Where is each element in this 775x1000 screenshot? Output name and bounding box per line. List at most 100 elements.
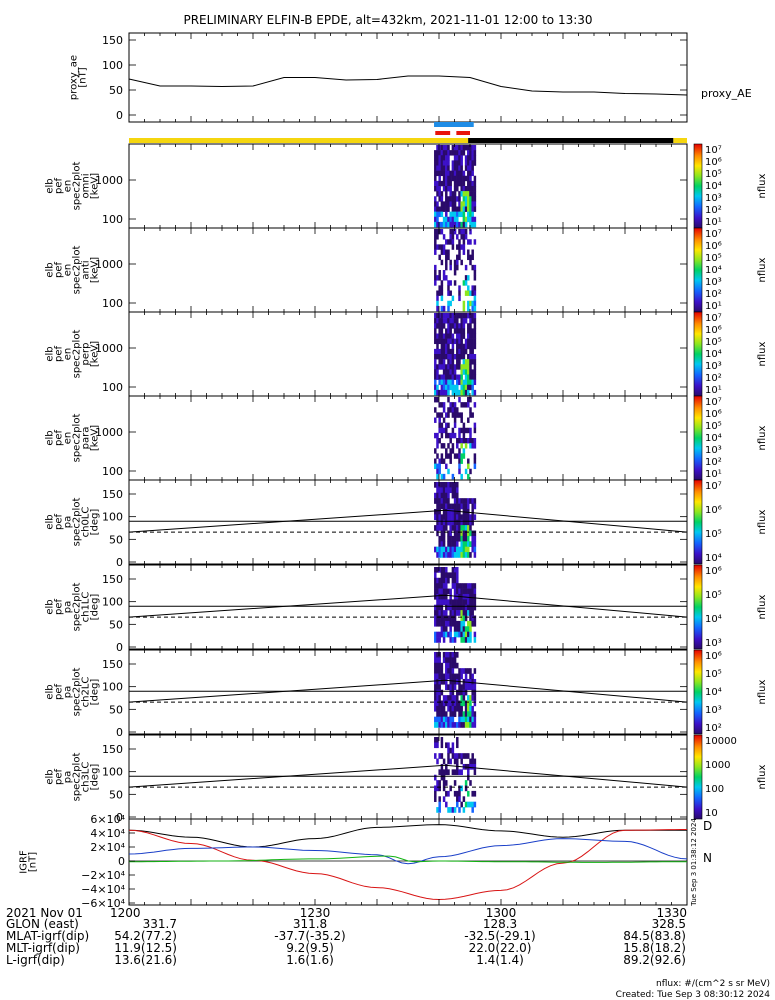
elb-pef-pa-spec2plot-ch2LC-spec-cell bbox=[447, 652, 450, 658]
elb-pef-en-spec2plot-anti-spec-cell bbox=[434, 270, 437, 276]
igrf-ytick-label: 0 bbox=[118, 855, 125, 868]
elb-pef-pa-spec2plot-ch0LC-spec-cell bbox=[460, 503, 463, 510]
elb-pef-pa-spec2plot-ch2LC-spec-cell bbox=[471, 722, 474, 728]
elb-pef-en-spec2plot-omni-spec-cell bbox=[442, 160, 446, 166]
elb-pef-pa-spec2plot-ch1LC-spec-cell bbox=[469, 620, 472, 627]
elb-pef-en-spec2plot-perp-spec-cell bbox=[434, 374, 437, 380]
elb-pef-en-spec2plot-para-spec-cell bbox=[453, 402, 457, 408]
elb-pef-en-spec2plot-omni-colorbar-tick: 10⁷ bbox=[705, 145, 722, 156]
elb-pef-en-spec2plot-perp-spec-cell bbox=[451, 348, 455, 355]
elb-pef-pa-spec2plot-ch1LC-frame bbox=[128, 564, 688, 650]
elb-pef-pa-spec2plot-ch3LC-colorbar bbox=[693, 734, 703, 820]
elb-pef-en-spec2plot-para-spec-cell bbox=[453, 412, 457, 418]
elb-pef-pa-spec2plot-ch2LC-spec-cell bbox=[460, 689, 463, 696]
elb-pef-pa-spec2plot-ch1LC-spec-cell bbox=[451, 583, 455, 589]
elb-pef-en-spec2plot-omni-spec-cell bbox=[447, 145, 450, 151]
elb-pef-pa-spec2plot-ch0LC-spec-cell bbox=[449, 535, 452, 542]
elb-pef-pa-spec2plot-ch1LC-spec-cell bbox=[445, 626, 448, 632]
elb-pef-en-spec2plot-perp-spec-cell bbox=[442, 359, 446, 365]
elb-pef-pa-spec2plot-ch0LC-spec-cell bbox=[464, 535, 468, 542]
elb-pef-pa-spec2plot-ch1LC-spec-cell bbox=[434, 615, 437, 622]
elb-pef-en-spec2plot-omni-spec-cell bbox=[467, 186, 470, 192]
proxy-ae-ytick-label: 150 bbox=[102, 34, 123, 47]
elb-pef-pa-spec2plot-ch0LC-colorbar-tick: 10⁷ bbox=[705, 481, 722, 492]
elb-pef-en-spec2plot-perp-spec-cell bbox=[467, 328, 470, 334]
elb-pef-en-spec2plot-perp-spec-cell bbox=[436, 333, 439, 339]
elb-pef-pa-spec2plot-ch1LC-spec-cell bbox=[469, 626, 472, 632]
elb-pef-en-spec2plot-para-colorbar-tick: 10⁴ bbox=[705, 433, 722, 444]
elb-pef-pa-spec2plot-ch1LC-spec-cell bbox=[440, 593, 444, 600]
elb-pef-en-spec2plot-omni-spec-cell bbox=[467, 201, 470, 207]
elb-pef-pa-spec2plot-ch0LC-spec-cell bbox=[438, 503, 441, 510]
elb-pef-en-spec2plot-perp-spec-cell bbox=[456, 389, 459, 396]
elb-pef-en-spec2plot-perp-spec-cell bbox=[442, 313, 446, 319]
elb-pef-pa-spec2plot-ch1LC-spec-cell bbox=[460, 637, 463, 643]
elb-pef-pa-spec2plot-ch3LC-spec-cell bbox=[453, 753, 457, 759]
elb-pef-pa-spec2plot-ch2LC-spec-cell bbox=[453, 657, 457, 664]
elb-pef-pa-spec2plot-ch2LC-spec-cell bbox=[469, 700, 472, 707]
elb-pef-en-spec2plot-omni-spec-cell bbox=[462, 206, 466, 212]
elb-pef-en-spec2plot-anti-spec-cell bbox=[458, 290, 461, 296]
elb-pef-en-spec2plot-perp-spec-cell bbox=[473, 338, 477, 345]
elb-pef-pa-spec2plot-ch2LC-spec-cell bbox=[434, 662, 437, 669]
elb-pef-en-spec2plot-omni-spec-cell bbox=[469, 206, 472, 212]
elb-pef-pa-spec2plot-ch3LC-spec-cell bbox=[467, 801, 470, 808]
elb-pef-pa-spec2plot-ch0LC-spec-cell bbox=[434, 508, 437, 515]
elb-pef-en-spec2plot-omni-spec-cell bbox=[467, 180, 470, 187]
elb-pef-pa-spec2plot-ch2LC-spec-cell bbox=[438, 711, 441, 717]
elb-pef-pa-spec2plot-ch0LC-spec-cell bbox=[467, 525, 470, 531]
elb-pef-en-spec2plot-omni-spec-cell bbox=[438, 170, 441, 177]
elb-pef-pa-spec2plot-ch2LC-spec-cell bbox=[460, 722, 463, 728]
elb-pef-en-spec2plot-para-spec-cell bbox=[469, 407, 472, 413]
elb-pef-pa-spec2plot-ch1LC-spec-cell bbox=[445, 610, 448, 616]
elb-pef-en-spec2plot-perp-spec-cell bbox=[438, 364, 441, 370]
elb-pef-en-spec2plot-perp-spec-cell bbox=[447, 369, 450, 375]
elb-pef-en-spec2plot-perp-spec-cell bbox=[445, 343, 448, 350]
elb-pef-pa-spec2plot-ch1LC-spec-cell bbox=[447, 599, 450, 606]
elb-pef-en-spec2plot-perp-spec-cell bbox=[442, 348, 446, 355]
elb-pef-pa-spec2plot-ch0LC-spec-cell bbox=[440, 552, 444, 558]
elb-pef-en-spec2plot-perp-spec-cell bbox=[462, 354, 466, 360]
elb-pef-pa-spec2plot-ch2LC-spec-cell bbox=[462, 689, 466, 696]
elb-pef-pa-spec2plot-ch1LC-spec-cell bbox=[447, 604, 450, 611]
elb-pef-en-spec2plot-omni-spec-cell bbox=[434, 186, 437, 192]
elb-pef-en-spec2plot-perp-spec-cell bbox=[453, 328, 457, 334]
elb-pef-en-spec2plot-perp-ylabel-line: perp bbox=[81, 343, 92, 366]
elb-pef-en-spec2plot-para-spec-cell bbox=[436, 473, 439, 480]
elb-pef-pa-spec2plot-ch2LC-spec-cell bbox=[445, 678, 448, 685]
elb-pef-en-spec2plot-omni-spec-cell bbox=[440, 155, 444, 161]
elb-pef-pa-spec2plot-ch1LC-colorbar bbox=[693, 564, 703, 650]
elb-pef-pa-spec2plot-ch0LC-spec-cell bbox=[436, 508, 439, 515]
elb-pef-en-spec2plot-omni-spec-cell bbox=[471, 191, 474, 197]
elb-pef-en-spec2plot-para-spec-cell bbox=[436, 453, 439, 459]
elb-pef-en-spec2plot-omni-spec-cell bbox=[447, 150, 450, 156]
elb-pef-en-spec2plot-perp-spec-cell bbox=[460, 348, 463, 355]
elb-pef-en-spec2plot-omni-spec-cell bbox=[471, 186, 474, 192]
elb-pef-en-spec2plot-perp-spec-cell bbox=[449, 328, 452, 334]
elb-pef-en-spec2plot-perp-spec-cell bbox=[445, 333, 448, 339]
elb-pef-pa-spec2plot-ch3LC-spec-cell bbox=[467, 790, 470, 797]
elb-pef-pa-spec2plot-ch0LC-spec-cell bbox=[456, 552, 459, 558]
elb-pef-en-spec2plot-perp-spec-cell bbox=[464, 379, 468, 386]
elb-pef-en-spec2plot-omni-spec-cell bbox=[449, 150, 452, 156]
igrf-series-blue bbox=[128, 838, 688, 865]
elb-pef-pa-spec2plot-ch0LC-spec-cell bbox=[449, 525, 452, 531]
elb-pef-pa-spec2plot-ch3LC-spec-cell bbox=[442, 785, 446, 792]
elb-pef-en-spec2plot-omni-spec-cell bbox=[449, 180, 452, 187]
elb-pef-pa-spec2plot-ch0LC-spec-cell bbox=[462, 503, 466, 510]
elb-pef-en-spec2plot-perp-spec-cell bbox=[473, 374, 477, 380]
elb-pef-en-spec2plot-omni-spec-cell bbox=[456, 165, 459, 171]
elb-pef-en-spec2plot-omni-spec-cell bbox=[456, 206, 459, 212]
proxy-ae-ylabel-line: proxy_ae bbox=[69, 55, 80, 100]
elb-pef-pa-spec2plot-ch0LC-colorbar-label-wrap: nflux bbox=[757, 509, 768, 534]
elb-pef-pa-spec2plot-ch3LC-spec-cell bbox=[471, 763, 474, 770]
elb-pef-en-spec2plot-omni-spec-cell bbox=[458, 150, 461, 156]
elb-pef-pa-spec2plot-ch0LC-spec-cell bbox=[460, 546, 463, 553]
elb-pef-en-spec2plot-perp-spec-cell bbox=[460, 354, 463, 360]
elb-pef-en-spec2plot-perp-spec-cell bbox=[462, 323, 466, 329]
elb-pef-en-spec2plot-perp-spec-cell bbox=[442, 379, 446, 386]
elb-pef-en-spec2plot-anti-spec-cell bbox=[438, 285, 441, 291]
elb-pef-pa-spec2plot-ch2LC-ylabel-line: [deg] bbox=[90, 679, 101, 706]
elb-pef-en-spec2plot-para-spec-cell bbox=[456, 407, 459, 413]
elb-pef-pa-spec2plot-ch2LC-spec-cell bbox=[449, 662, 452, 669]
